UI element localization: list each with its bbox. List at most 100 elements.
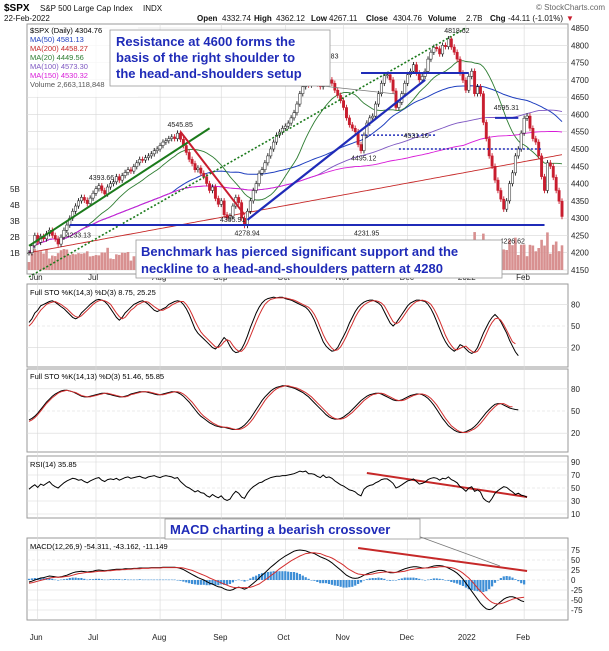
price-bar-body xyxy=(62,229,66,238)
price-bar-body xyxy=(53,235,57,240)
price-bar-body xyxy=(117,176,121,181)
price-tick-label: 4350 xyxy=(571,197,589,206)
price-bar-body xyxy=(149,153,153,157)
price-bar-body xyxy=(248,200,252,212)
price-bar-body xyxy=(385,74,389,76)
price-bar-body xyxy=(353,128,357,132)
volume-tick-label: 5B xyxy=(10,185,20,194)
macd-histogram-bar xyxy=(298,574,301,580)
macd-histogram-bar xyxy=(249,578,252,580)
price-bar-body xyxy=(545,162,549,191)
price-bar-body xyxy=(414,64,418,74)
price-bar-body xyxy=(420,76,424,81)
price-bar-body xyxy=(286,122,290,127)
macd-histogram-bar xyxy=(179,580,182,581)
macd-histogram-bar xyxy=(193,580,197,585)
macd-histogram-bar xyxy=(374,578,377,580)
macd-histogram-bar xyxy=(278,571,281,580)
price-bar-body xyxy=(161,141,165,146)
macd-histogram-bar xyxy=(59,579,63,581)
price-bar-body xyxy=(100,185,104,191)
price-bar-body xyxy=(164,140,168,143)
price-bar-body xyxy=(560,200,564,217)
volume-bar xyxy=(74,254,77,270)
price-bar-body xyxy=(458,58,462,74)
price-tick-label: 4250 xyxy=(571,231,589,240)
sto-slow-d-line xyxy=(28,385,513,433)
macd-histogram-bar xyxy=(156,579,159,581)
macd-histogram-bar xyxy=(83,578,86,580)
price-bar-body xyxy=(167,138,171,141)
downtrend-red xyxy=(179,131,246,216)
macd-histogram-bar xyxy=(453,580,456,583)
macd-histogram-bar xyxy=(502,576,505,580)
price-bar-body xyxy=(187,152,191,160)
volume-bar xyxy=(88,256,92,270)
macd-histogram-bar xyxy=(426,579,430,581)
macd-histogram-bar xyxy=(441,579,444,580)
price-bar-body xyxy=(126,169,130,173)
price-bar-body xyxy=(333,83,337,91)
rsi-divergence-line xyxy=(366,472,528,498)
macd-histogram-bar xyxy=(470,580,473,590)
price-bar-body xyxy=(94,188,98,194)
resistance-callout: Resistance at 4600 forms the basis of th… xyxy=(109,29,331,87)
macd-histogram-bar xyxy=(132,579,135,581)
price-bar-body xyxy=(237,197,241,203)
price-bar-body xyxy=(551,166,555,178)
price-bar-body xyxy=(30,245,34,253)
price-bar-body xyxy=(272,141,276,150)
price-bar-body xyxy=(432,47,436,53)
price-bar-body xyxy=(123,172,127,176)
macd-callout-text: MACD charting a bearish crossover xyxy=(170,522,390,537)
price-bar-body xyxy=(557,190,561,202)
price-tick-label: 4800 xyxy=(571,41,589,50)
macd-histogram-bar xyxy=(467,580,470,590)
price-annotation: 4818.62 xyxy=(444,28,469,35)
legend-ma100: MA(100) 4573.30 xyxy=(30,62,88,71)
volume-bar xyxy=(68,255,72,270)
macd-histogram-bar xyxy=(304,577,307,580)
price-bar-body xyxy=(362,134,366,151)
macd-histogram-bar xyxy=(89,579,92,580)
osc-title: Full STO %K(14,13) %D(3) 51.46, 55.85 xyxy=(30,372,164,381)
macd-histogram-bar xyxy=(499,578,502,580)
macd-histogram-bar xyxy=(246,580,249,581)
sto-slow-panel-frame xyxy=(26,368,569,453)
price-annotation: 4305.91 xyxy=(220,217,245,224)
price-bar-body xyxy=(525,115,529,119)
osc-tick-label: 75 xyxy=(571,546,580,555)
macd-histogram-bar xyxy=(51,578,54,580)
price-bar-body xyxy=(97,185,101,190)
price-bar-body xyxy=(216,198,220,205)
volume-bar xyxy=(33,249,37,270)
month-label-bottom: Feb xyxy=(516,633,530,642)
macd-histogram-bar xyxy=(196,580,200,585)
macd-histogram-bar xyxy=(389,580,392,581)
macd-histogram-bar xyxy=(493,580,497,583)
month-label-bottom: Dec xyxy=(400,633,414,642)
low-value: 4267.11 xyxy=(329,14,358,23)
macd-histogram-bar xyxy=(237,579,240,581)
macd-histogram-bar xyxy=(505,576,508,580)
macd-histogram-bar xyxy=(371,578,374,580)
volume-bar xyxy=(502,249,506,270)
volume-bar xyxy=(540,239,543,270)
macd-histogram-bar xyxy=(508,576,511,580)
price-bar-body xyxy=(199,167,203,174)
volume-bar xyxy=(115,254,118,270)
volume-bar xyxy=(531,245,535,270)
macd-histogram-bar xyxy=(357,580,360,584)
volume-bar xyxy=(106,247,109,270)
index-name: S&P 500 Large Cap Index xyxy=(40,4,133,13)
down-triangle-icon: ▼ xyxy=(566,14,574,23)
volume-value: 2.7B xyxy=(466,14,482,23)
macd-histogram-bar xyxy=(266,572,269,580)
macd-histogram-bar xyxy=(185,580,188,583)
price-bar-body xyxy=(412,64,415,72)
macd-histogram-bar xyxy=(301,575,304,580)
macd-histogram-bar xyxy=(386,580,389,581)
price-bar-body xyxy=(298,93,302,105)
macd-histogram-bar xyxy=(354,580,357,586)
